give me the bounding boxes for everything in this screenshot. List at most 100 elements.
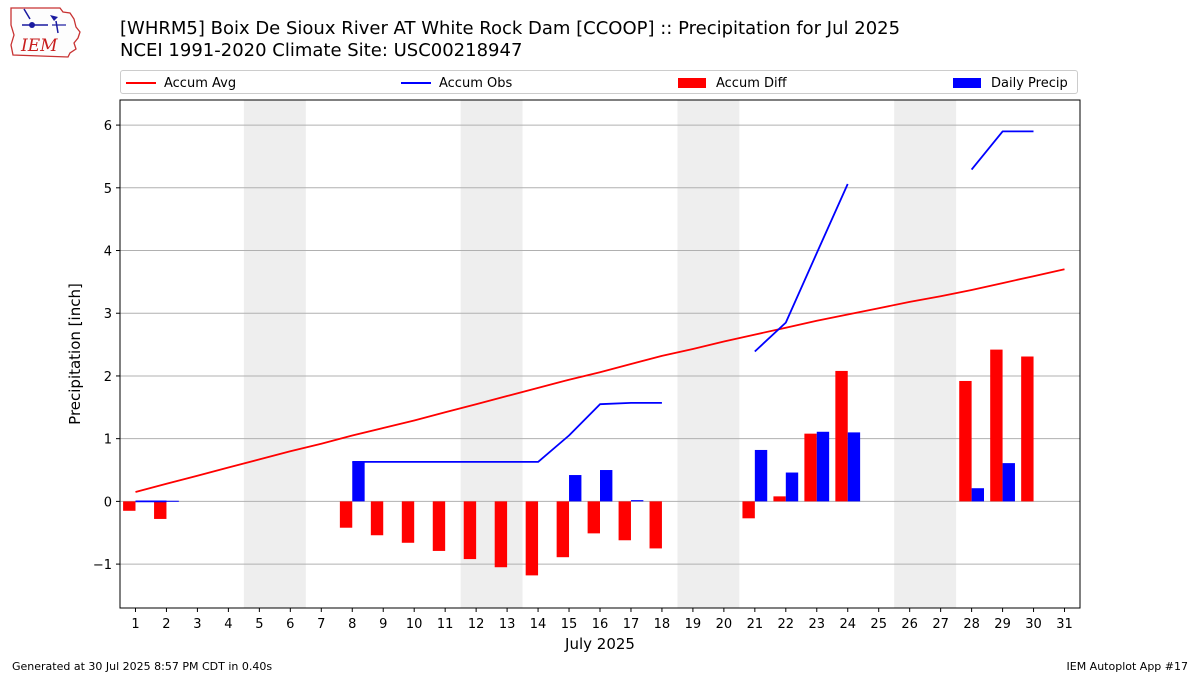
daily-precip-bar (1002, 463, 1015, 502)
x-tick-label: 10 (406, 617, 423, 632)
legend-accum-diff-label: Accum Diff (716, 75, 787, 91)
y-tick-label: 5 (104, 182, 112, 197)
x-tick-label: 24 (839, 617, 856, 632)
x-tick-label: 12 (468, 617, 485, 632)
x-tick-label: 14 (530, 617, 547, 632)
y-axis-label: Precipitation [inch] (66, 283, 84, 425)
accum-diff-bar (959, 380, 972, 502)
x-tick-label: 7 (317, 617, 325, 632)
x-tick-label: 4 (224, 617, 232, 632)
x-tick-label: 6 (286, 617, 294, 632)
grid-lines (120, 124, 1080, 565)
x-tick-label: 23 (809, 617, 826, 632)
x-axis: 1 2 3 4 5 6 7 8 9 10 11 12 13 14 15 16 17 18 19 20 21 22 23 24 2… (131, 608, 1073, 632)
legend-accum-avg: Accum Avg (126, 74, 236, 92)
x-tick-label: 19 (685, 617, 702, 632)
x-tick-label: 13 (499, 617, 516, 632)
legend-accum-avg-swatch (126, 82, 156, 84)
x-tick-label: 30 (1025, 617, 1042, 632)
accum-diff-bar (432, 501, 446, 551)
legend-accum-obs: Accum Obs (401, 74, 512, 92)
x-tick-label: 28 (963, 617, 980, 632)
accum-diff-bar (804, 433, 817, 502)
weekend-band-0 (243, 100, 306, 608)
accum-diff-bar (556, 501, 570, 558)
legend-accum-obs-swatch (401, 82, 431, 84)
accum-diff-bar (401, 501, 415, 543)
legend-daily-precip-label: Daily Precip (991, 75, 1068, 91)
accum-diff-bar (587, 501, 600, 534)
accum-obs-line-3 (970, 130, 1034, 171)
accum-diff-bar (618, 501, 631, 541)
legend-daily-precip-swatch (953, 78, 981, 88)
y-tick-label: 3 (104, 307, 112, 322)
accum-diff-bar (370, 501, 384, 536)
x-tick-label: 11 (437, 617, 454, 632)
footer-generated: Generated at 30 Jul 2025 8:57 PM CDT in … (12, 660, 273, 673)
daily-precip-bar (135, 500, 148, 502)
y-tick-label: 2 (104, 370, 112, 385)
chart-title: [WHRM5] Boix De Sioux River AT White Roc… (120, 18, 901, 39)
x-tick-label: 18 (654, 617, 671, 632)
daily-precip-bar (785, 472, 799, 502)
daily-precip-bar (569, 475, 582, 502)
accum-obs-line-1 (352, 401, 662, 463)
accum-diff-bar (1021, 356, 1034, 502)
accum-diff-bar (649, 501, 662, 549)
x-tick-label: 29 (994, 617, 1011, 632)
x-tick-label: 8 (348, 617, 356, 632)
daily-precip-bar (352, 461, 365, 502)
x-tick-label: 27 (932, 617, 949, 632)
accum-obs-line-2 (754, 183, 849, 353)
accum-diff-bar (835, 370, 848, 502)
plot-frame (119, 99, 1081, 609)
x-tick-label: 26 (901, 617, 918, 632)
y-tick-label: 0 (104, 495, 112, 510)
accum-diff-bar (154, 501, 167, 519)
x-axis-label: July 2025 (564, 635, 635, 653)
lines (135, 130, 1065, 503)
footer-app: IEM Autoplot App #17 (1066, 660, 1189, 673)
weekend-bands (243, 100, 957, 608)
legend-accum-obs-label: Accum Obs (439, 75, 513, 91)
accum-diff-bar (773, 496, 786, 502)
x-tick-label: 25 (870, 617, 887, 632)
x-tick-label: 21 (747, 617, 764, 632)
accum-diff-bar (463, 501, 477, 560)
accum-diff-bar (742, 501, 755, 519)
weekend-band-3 (894, 100, 957, 608)
x-tick-label: 3 (193, 617, 201, 632)
accum-diff-bar (494, 501, 508, 568)
legend-accum-diff: Accum Diff (678, 74, 787, 92)
daily-precip-bar (600, 470, 613, 502)
chart-legend: Accum Avg Accum Obs Accum Diff Daily Pre… (120, 70, 1078, 94)
y-tick-label: 4 (104, 245, 112, 260)
y-tick-label: 6 (104, 119, 112, 134)
x-tick-label: 5 (255, 617, 263, 632)
legend-daily-precip: Daily Precip (953, 74, 1068, 92)
y-tick-label: 1 (104, 433, 112, 448)
bars (123, 349, 1034, 576)
iem-logo: IEM (10, 7, 81, 58)
accum-avg-line-0 (135, 268, 1065, 493)
daily-precip-bar (166, 500, 179, 502)
x-tick-label: 20 (716, 617, 733, 632)
legend-accum-avg-label: Accum Avg (164, 75, 237, 91)
weekend-band-1 (460, 100, 523, 608)
y-axis: −1 0 1 2 3 4 5 6 (93, 119, 120, 573)
x-tick-label: 1 (131, 617, 139, 632)
accum-diff-bar (525, 501, 539, 576)
x-tick-label: 22 (778, 617, 795, 632)
weekend-band-2 (677, 100, 740, 608)
legend-accum-diff-swatch (678, 78, 706, 88)
x-tick-label: 2 (162, 617, 170, 632)
x-tick-label: 31 (1056, 617, 1073, 632)
daily-precip-bar (630, 500, 644, 502)
accum-diff-bar (990, 349, 1003, 502)
y-tick-label: −1 (93, 558, 112, 573)
x-tick-label: 9 (379, 617, 387, 632)
accum-diff-bar (339, 501, 353, 528)
x-tick-label: 15 (561, 617, 578, 632)
daily-precip-bar (754, 449, 768, 502)
x-tick-label: 17 (623, 617, 640, 632)
